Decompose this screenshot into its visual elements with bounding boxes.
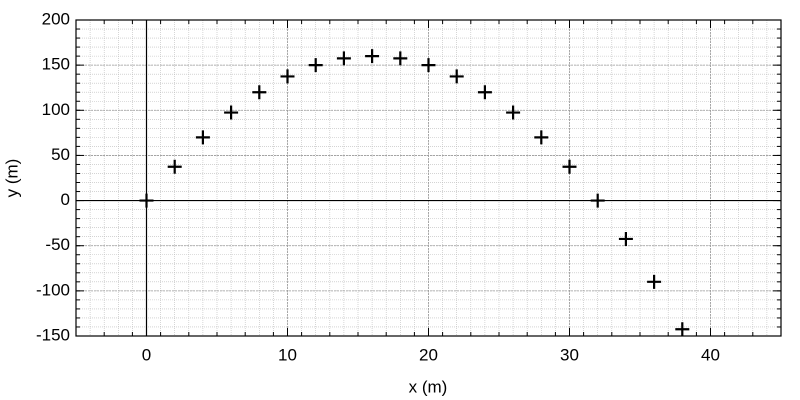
point <box>139 193 154 208</box>
y-tick-label: -50 <box>45 235 70 254</box>
point <box>224 105 239 120</box>
x-tick-label: 30 <box>560 345 579 364</box>
point <box>167 159 182 174</box>
x-tick-label: 10 <box>278 345 297 364</box>
y-tick-label: 50 <box>51 145 70 164</box>
y-tick-label: 200 <box>42 9 70 28</box>
y-axis-label: y (m) <box>2 159 21 198</box>
y-tick-label: 150 <box>42 55 70 74</box>
point <box>477 85 492 100</box>
point <box>562 159 577 174</box>
point <box>252 85 267 100</box>
plot-frame <box>75 19 782 337</box>
x-axis-label: x (m) <box>409 377 448 396</box>
point <box>308 58 323 73</box>
x-tick-label: 0 <box>142 345 151 364</box>
point <box>647 274 662 289</box>
point <box>618 231 633 246</box>
y-tick-label: 0 <box>61 190 70 209</box>
point <box>449 69 464 84</box>
point <box>590 193 605 208</box>
point <box>365 49 380 64</box>
point <box>506 105 521 120</box>
y-tick-label: 100 <box>42 100 70 119</box>
point <box>336 51 351 66</box>
x-tick-label: 40 <box>701 345 720 364</box>
point <box>280 69 295 84</box>
point <box>393 51 408 66</box>
x-tick-label: 20 <box>419 345 438 364</box>
point <box>421 58 436 73</box>
y-tick-label: -100 <box>36 280 70 299</box>
y-tick-label: -150 <box>36 325 70 344</box>
point <box>195 130 210 145</box>
point <box>675 322 690 337</box>
point <box>534 130 549 145</box>
